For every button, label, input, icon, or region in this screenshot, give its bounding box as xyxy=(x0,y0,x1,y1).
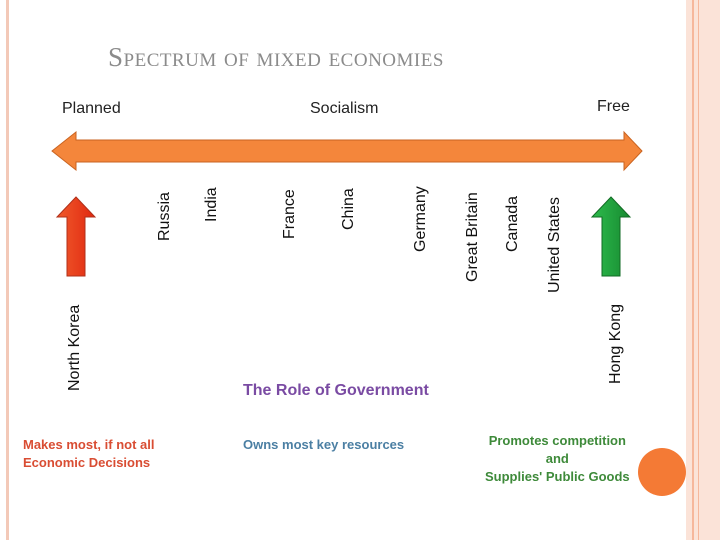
country-label: France xyxy=(281,189,298,239)
country-label: Russia xyxy=(156,192,173,241)
country-label: United States xyxy=(546,196,563,293)
planned-role-description: Makes most, if not all Economic Decision… xyxy=(23,436,154,472)
socialism-label: Socialism xyxy=(310,100,379,117)
country-label: Great Britain xyxy=(464,192,481,282)
country-label: China xyxy=(340,188,357,230)
country-label: North Korea xyxy=(66,304,83,391)
country-label: Canada xyxy=(504,195,521,252)
free-role-line: Supplies' Public Goods xyxy=(485,469,630,484)
planned-up-arrow xyxy=(55,196,97,277)
free-role-line: and xyxy=(545,451,569,466)
planned-role-line: Economic Decisions xyxy=(23,455,151,470)
country-label: Hong Kong xyxy=(607,303,624,384)
planned-role-line: Makes most, if not all xyxy=(23,437,155,452)
role-of-government-heading: The Role of Government xyxy=(243,382,429,399)
spectrum-double-arrow xyxy=(51,130,643,172)
country-label: India xyxy=(203,187,220,222)
free-role-description: Promotes competition and Supplies' Publi… xyxy=(485,432,630,486)
planned-label: Planned xyxy=(62,100,121,117)
free-up-arrow xyxy=(590,196,632,277)
slide-title: Spectrum of mixed economies xyxy=(108,42,444,72)
left-decorative-rule xyxy=(6,0,9,540)
decorative-circle xyxy=(638,448,686,496)
socialism-role-description: Owns most key resources xyxy=(243,437,405,452)
country-label: Germany xyxy=(412,186,429,252)
free-role-line: Promotes competition xyxy=(488,433,626,448)
right-decorative-band xyxy=(686,0,720,540)
free-label: Free xyxy=(597,98,630,115)
